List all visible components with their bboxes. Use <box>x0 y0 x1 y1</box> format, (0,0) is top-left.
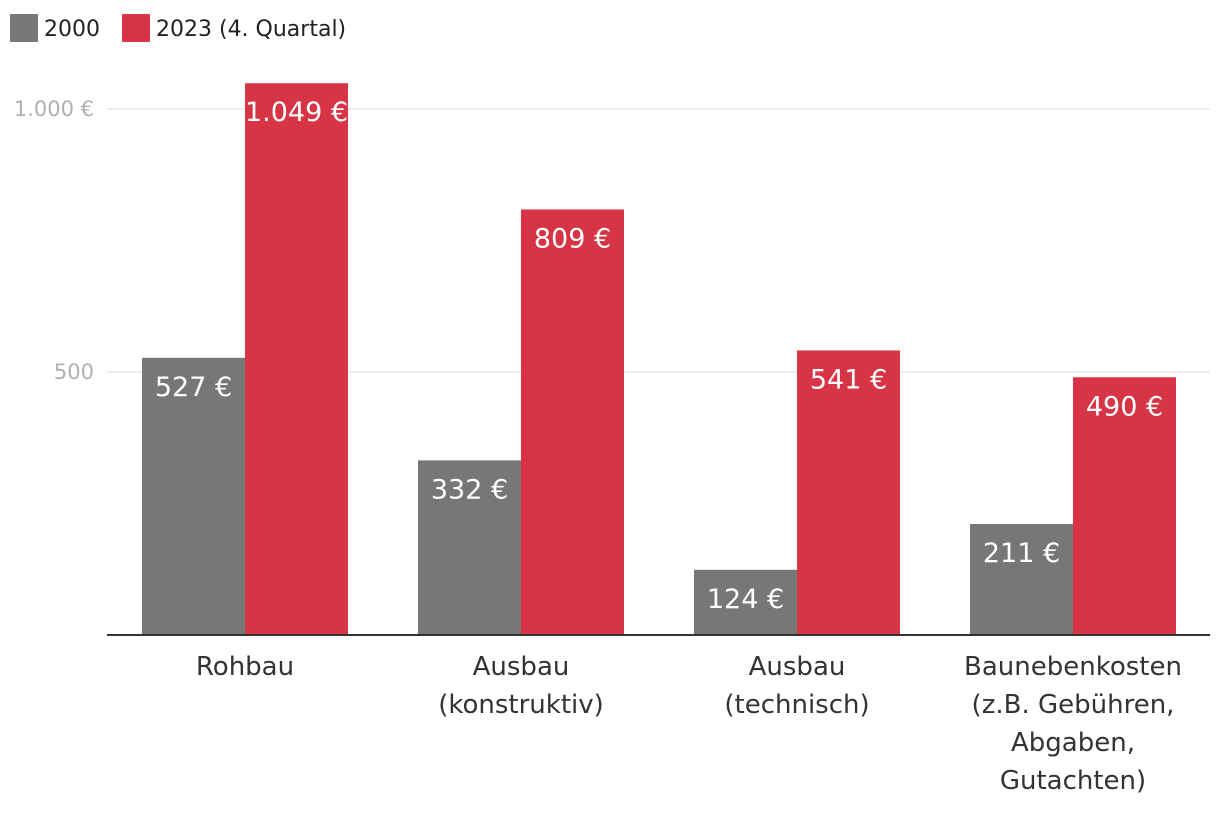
value-label-0-0: 527 € <box>155 372 232 403</box>
x-category-label-3-1: (z.B. Gebühren, <box>972 690 1175 720</box>
x-category-label-3-3: Gutachten) <box>1000 766 1146 796</box>
x-category-label-2-1: (technisch) <box>724 690 869 720</box>
legend-label-0: 2000 <box>44 17 100 42</box>
value-label-1-3: 490 € <box>1086 391 1163 422</box>
x-category-label-0-0: Rohbau <box>196 652 294 682</box>
bar-0-3 <box>970 524 1073 635</box>
x-category-label-1-1: (konstruktiv) <box>438 690 604 720</box>
value-label-1-2: 541 € <box>810 364 887 395</box>
bar-1-0 <box>245 83 348 635</box>
bar-1-2 <box>797 350 900 635</box>
value-label-1-1: 809 € <box>534 223 611 254</box>
bar-0-0 <box>142 357 245 635</box>
bar-1-1 <box>521 209 624 635</box>
y-axis: 500 1.000 € <box>14 97 94 384</box>
bar-0-2 <box>694 569 797 635</box>
x-category-label-1-0: Ausbau <box>473 652 570 682</box>
legend-label-1: 2023 (4. Quartal) <box>156 17 346 42</box>
value-label-1-0: 1.049 € <box>245 97 348 128</box>
x-axis: Rohbau Ausbau (konstruktiv) Ausbau (technisc… <box>107 634 1210 796</box>
bar-1-3 <box>1073 377 1176 635</box>
y-tick-label-0: 500 <box>54 360 94 384</box>
x-category-label-3-0: Baunebenkosten <box>964 652 1182 682</box>
bar-0-1 <box>418 460 521 635</box>
bars: 527 € 1.049 € 332 € 809 € 124 € 541 € 211 € 490… <box>142 83 1176 635</box>
legend: 2000 2023 (4. Quartal) <box>10 14 346 42</box>
legend-swatch-1 <box>122 14 150 42</box>
value-label-0-3: 211 € <box>983 538 1060 569</box>
x-category-label-3-2: Abgaben, <box>1011 728 1135 758</box>
x-category-label-2-0: Ausbau <box>749 652 846 682</box>
value-label-0-1: 332 € <box>431 474 508 505</box>
y-tick-label-1: 1.000 € <box>14 97 94 121</box>
value-label-0-2: 124 € <box>707 584 784 615</box>
legend-swatch-0 <box>10 14 38 42</box>
